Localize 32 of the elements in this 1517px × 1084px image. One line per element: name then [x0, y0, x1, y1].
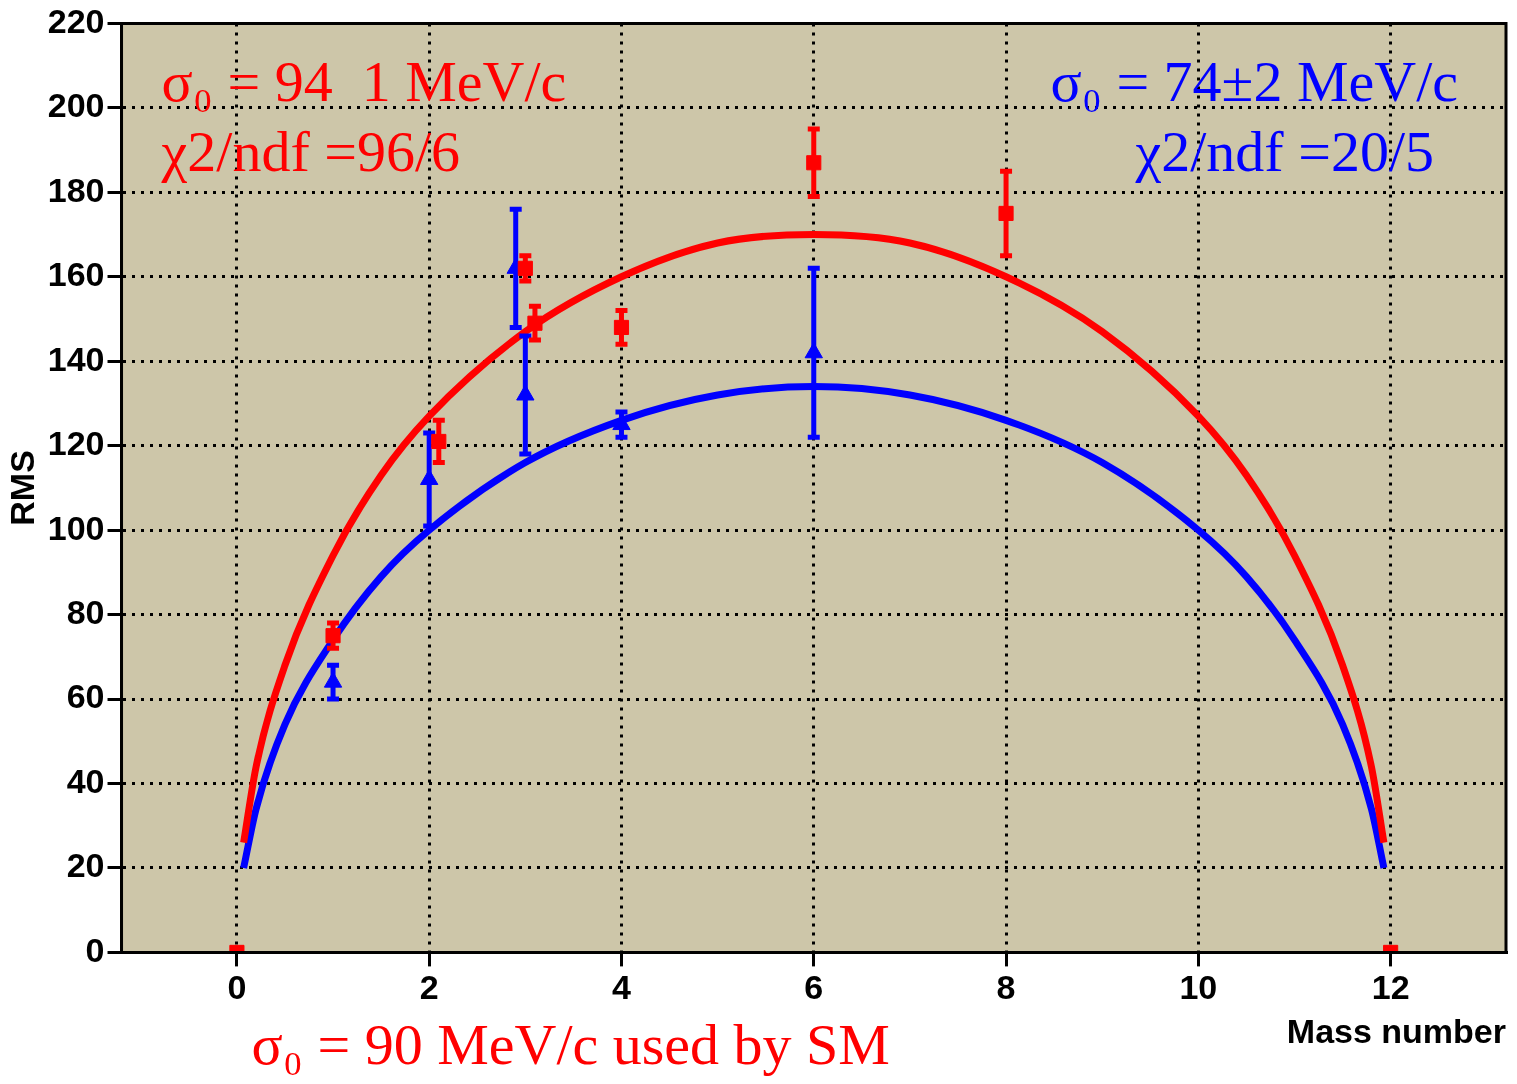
y-tick-label: 40: [66, 761, 105, 800]
point: [998, 205, 1014, 221]
point: [613, 319, 630, 336]
x-tick-label: 4: [612, 968, 632, 1007]
annotation: σ₀ = 74±2 MeV/c: [1050, 49, 1458, 115]
x-tick-label: 10: [1179, 968, 1218, 1007]
y-tick-label: 80: [66, 592, 105, 631]
x-axis-title: Mass number: [1286, 1011, 1506, 1050]
y-tick-label: 100: [47, 508, 105, 547]
x-tick-label: 8: [996, 968, 1016, 1007]
y-axis-title: RMS: [2, 450, 41, 526]
x-tick-label: 0: [227, 968, 247, 1007]
annotation: χ2/ndf =20/5: [1134, 119, 1434, 185]
point: [517, 260, 533, 276]
point: [806, 155, 822, 171]
annotation: σ₀ = 94 1 MeV/c: [161, 49, 567, 115]
y-tick-label: 20: [66, 846, 105, 885]
y-tick-label: 120: [47, 424, 105, 463]
text: σ₀ = 90 MeV/c used by SM: [251, 1012, 890, 1078]
y-tick-label: 60: [66, 677, 105, 716]
x-tick-label: 6: [804, 968, 824, 1007]
y-tick-label: 0: [85, 930, 105, 969]
y-tick-label: 180: [47, 170, 105, 209]
y-tick-label: 220: [47, 1, 105, 40]
point: [431, 433, 447, 450]
x-tick-label: 2: [419, 968, 439, 1007]
point: [527, 315, 543, 331]
x-tick-label: 12: [1371, 968, 1410, 1007]
y-tick-label: 160: [47, 255, 105, 294]
y-tick-label: 200: [47, 86, 105, 125]
annotation: χ2/ndf =96/6: [160, 119, 461, 185]
y-tick-label: 140: [47, 339, 105, 378]
